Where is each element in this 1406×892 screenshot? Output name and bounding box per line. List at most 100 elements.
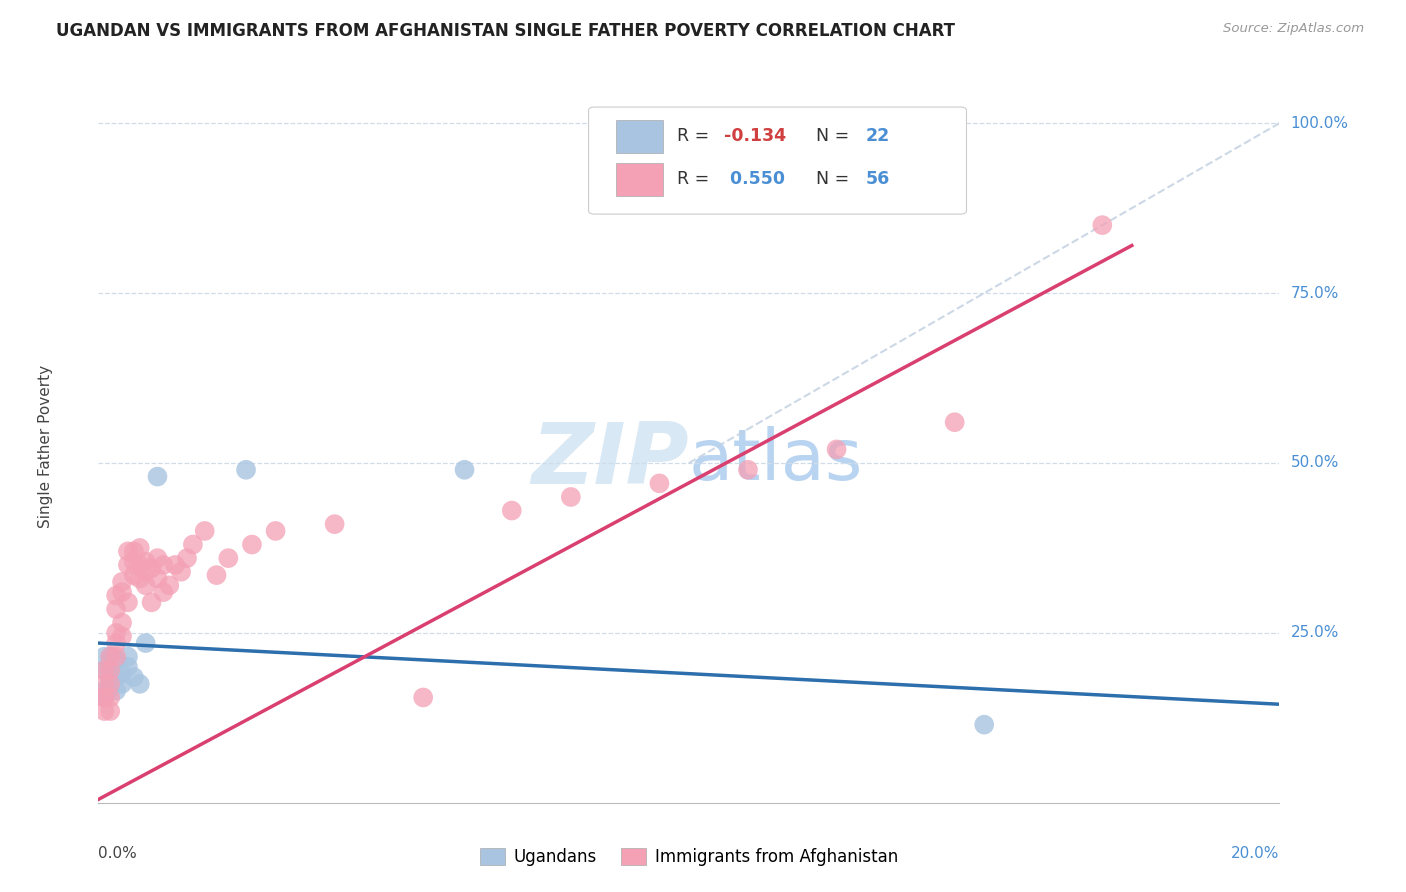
Point: [93, 649, 115, 664]
Point: [98, 663, 121, 677]
Point: [152, 558, 174, 572]
Point: [105, 653, 128, 667]
Point: [111, 574, 134, 589]
Point: [943, 415, 966, 429]
Point: [135, 565, 157, 579]
Point: [93, 683, 115, 698]
Point: [98, 673, 121, 688]
Point: [181, 537, 204, 551]
Point: [157, 578, 180, 592]
Point: [111, 585, 134, 599]
Point: [412, 690, 434, 705]
Text: ZIP: ZIP: [531, 418, 689, 502]
Point: [98, 663, 121, 677]
Point: [141, 561, 163, 575]
Text: 56: 56: [866, 170, 890, 188]
Point: [128, 572, 150, 586]
Text: 50.0%: 50.0%: [1291, 456, 1339, 470]
Point: [453, 463, 475, 477]
Point: [194, 524, 217, 538]
Point: [176, 551, 198, 566]
Point: [122, 544, 145, 558]
FancyBboxPatch shape: [616, 120, 664, 153]
Point: [240, 537, 263, 551]
Point: [93, 677, 115, 691]
Point: [560, 490, 582, 504]
Point: [128, 541, 150, 555]
Point: [98, 677, 121, 691]
Point: [973, 717, 995, 731]
Point: [117, 660, 139, 674]
Point: [128, 677, 150, 691]
Point: [135, 555, 157, 569]
Point: [105, 626, 128, 640]
Point: [98, 690, 121, 705]
Text: 75.0%: 75.0%: [1291, 285, 1339, 301]
Point: [135, 636, 157, 650]
Text: 100.0%: 100.0%: [1291, 116, 1348, 131]
Point: [98, 680, 121, 694]
Point: [146, 469, 169, 483]
Point: [93, 690, 115, 705]
Point: [122, 670, 145, 684]
Point: [141, 595, 163, 609]
Legend: Ugandans, Immigrants from Afghanistan: Ugandans, Immigrants from Afghanistan: [474, 841, 904, 873]
Point: [93, 663, 115, 677]
Point: [93, 704, 115, 718]
Point: [105, 589, 128, 603]
Point: [93, 690, 115, 705]
Point: [117, 558, 139, 572]
Point: [217, 551, 239, 566]
Point: [135, 578, 157, 592]
Text: R =: R =: [678, 170, 714, 188]
Point: [105, 602, 128, 616]
Point: [170, 565, 193, 579]
Point: [93, 690, 115, 705]
Point: [111, 677, 134, 691]
Text: 20.0%: 20.0%: [1232, 846, 1279, 861]
Text: atlas: atlas: [689, 425, 863, 495]
Point: [122, 555, 145, 569]
Text: Single Father Poverty: Single Father Poverty: [38, 365, 53, 527]
Text: 25.0%: 25.0%: [1291, 625, 1339, 640]
Point: [105, 636, 128, 650]
Point: [111, 666, 134, 681]
Point: [146, 551, 169, 566]
Point: [648, 476, 671, 491]
Point: [205, 568, 228, 582]
Point: [98, 649, 121, 664]
Point: [264, 524, 287, 538]
Point: [111, 615, 134, 630]
Text: Source: ZipAtlas.com: Source: ZipAtlas.com: [1223, 22, 1364, 36]
Text: R =: R =: [678, 128, 714, 145]
Point: [105, 670, 128, 684]
Point: [825, 442, 848, 457]
Point: [235, 463, 257, 477]
Text: N =: N =: [817, 128, 855, 145]
Text: 0.0%: 0.0%: [98, 846, 138, 861]
Point: [737, 463, 759, 477]
Point: [105, 683, 128, 698]
Text: N =: N =: [817, 170, 855, 188]
FancyBboxPatch shape: [589, 107, 966, 214]
Point: [152, 585, 174, 599]
Text: 22: 22: [866, 128, 890, 145]
Point: [105, 649, 128, 664]
Point: [117, 595, 139, 609]
Text: 0.550: 0.550: [724, 170, 786, 188]
FancyBboxPatch shape: [616, 162, 664, 195]
Point: [146, 572, 169, 586]
Point: [98, 649, 121, 664]
Text: -0.134: -0.134: [724, 128, 786, 145]
Point: [117, 544, 139, 558]
Point: [117, 649, 139, 664]
Text: UGANDAN VS IMMIGRANTS FROM AFGHANISTAN SINGLE FATHER POVERTY CORRELATION CHART: UGANDAN VS IMMIGRANTS FROM AFGHANISTAN S…: [56, 22, 955, 40]
Point: [122, 568, 145, 582]
Point: [1091, 218, 1114, 232]
Point: [93, 663, 115, 677]
Point: [98, 704, 121, 718]
Point: [128, 558, 150, 572]
Point: [165, 558, 187, 572]
Point: [501, 503, 523, 517]
Point: [323, 517, 346, 532]
